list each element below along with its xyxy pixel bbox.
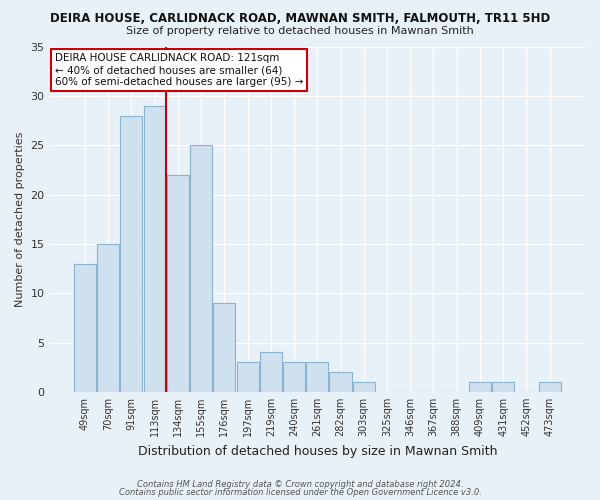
Bar bbox=[469, 382, 491, 392]
Bar bbox=[283, 362, 305, 392]
Bar bbox=[97, 244, 119, 392]
Text: Size of property relative to detached houses in Mawnan Smith: Size of property relative to detached ho… bbox=[126, 26, 474, 36]
Bar bbox=[492, 382, 514, 392]
Y-axis label: Number of detached properties: Number of detached properties bbox=[15, 132, 25, 307]
Bar bbox=[190, 145, 212, 392]
X-axis label: Distribution of detached houses by size in Mawnan Smith: Distribution of detached houses by size … bbox=[137, 444, 497, 458]
Bar bbox=[306, 362, 328, 392]
Text: Contains HM Land Registry data © Crown copyright and database right 2024.: Contains HM Land Registry data © Crown c… bbox=[137, 480, 463, 489]
Bar bbox=[121, 116, 142, 392]
Bar bbox=[260, 352, 282, 392]
Text: Contains public sector information licensed under the Open Government Licence v3: Contains public sector information licen… bbox=[119, 488, 481, 497]
Bar bbox=[213, 303, 235, 392]
Text: DEIRA HOUSE CARLIDNACK ROAD: 121sqm
← 40% of detached houses are smaller (64)
60: DEIRA HOUSE CARLIDNACK ROAD: 121sqm ← 40… bbox=[55, 54, 303, 86]
Text: DEIRA HOUSE, CARLIDNACK ROAD, MAWNAN SMITH, FALMOUTH, TR11 5HD: DEIRA HOUSE, CARLIDNACK ROAD, MAWNAN SMI… bbox=[50, 12, 550, 24]
Bar bbox=[236, 362, 259, 392]
Bar bbox=[167, 175, 189, 392]
Bar bbox=[74, 264, 96, 392]
Bar bbox=[329, 372, 352, 392]
Bar bbox=[143, 106, 166, 392]
Bar bbox=[539, 382, 560, 392]
Bar bbox=[353, 382, 375, 392]
